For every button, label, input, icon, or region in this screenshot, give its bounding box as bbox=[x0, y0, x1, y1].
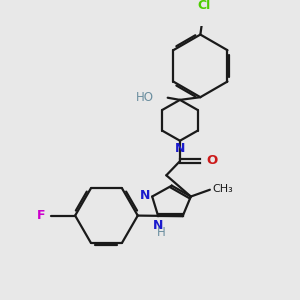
Text: CH₃: CH₃ bbox=[212, 184, 233, 194]
Text: F: F bbox=[37, 209, 45, 222]
Text: O: O bbox=[206, 154, 218, 167]
Text: N: N bbox=[175, 142, 185, 155]
Text: HO: HO bbox=[136, 91, 154, 104]
Text: H: H bbox=[157, 226, 165, 239]
Text: Cl: Cl bbox=[197, 0, 210, 12]
Text: N: N bbox=[152, 219, 163, 232]
Text: N: N bbox=[140, 189, 150, 202]
